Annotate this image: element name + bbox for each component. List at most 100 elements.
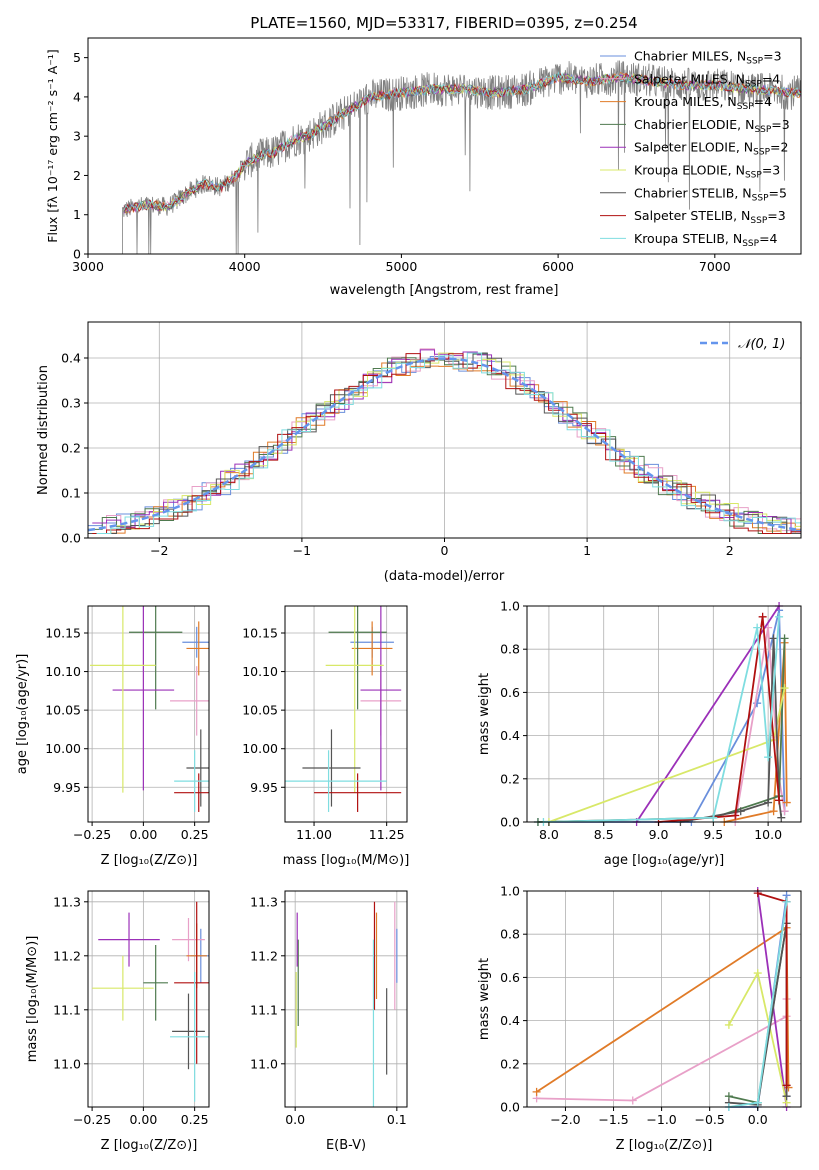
mass-weight-line-2: [724, 642, 788, 823]
y-tick-label: 0.4: [500, 728, 520, 743]
spectrum-axes-frame: [87, 37, 802, 255]
x-tick-label: 4000: [229, 259, 261, 274]
mass-weight-line-1: [734, 627, 786, 823]
mass-weight-marker-2: [769, 807, 778, 816]
x-tick-label: 10.0: [754, 827, 782, 842]
mass-weight-marker-7: [782, 1081, 791, 1090]
y-tick-label: 0.3: [61, 396, 81, 411]
x-tick-label: 5000: [386, 259, 418, 274]
mass-vs-z-axes-frame: [87, 890, 210, 1108]
age-vs-z-xlabel: Z [log₁₀(Z/Z⊙)]: [101, 853, 198, 868]
mass-vs-ebv-axes-frame: [284, 890, 408, 1108]
x-tick-label: 0.25: [181, 827, 209, 842]
mass-weight-line-4: [635, 605, 780, 823]
x-tick-label: 9.0: [649, 827, 669, 842]
y-tick-label: 10.10: [45, 664, 81, 679]
x-tick-label: 7000: [699, 259, 731, 274]
legend-label-3: Chabrier ELODIE, NSSP=3: [634, 117, 790, 135]
mass-weight-marker-6: [764, 798, 773, 807]
y-tick-label: 0.1: [61, 486, 81, 501]
mass-weight-marker-7: [753, 889, 762, 898]
y-tick-label: 10.15: [45, 626, 81, 641]
mass-weight-marker-5: [753, 969, 762, 978]
weight-vs-age-ylabel: mass weight: [477, 673, 492, 755]
residuals-xlabel: (data-model)/error: [384, 569, 505, 584]
y-tick-label: 11.3: [53, 894, 81, 909]
y-tick-label: 0.4: [500, 1013, 520, 1028]
weight-vs-z-axes-frame: [526, 890, 802, 1108]
y-tick-label: 10.10: [242, 664, 278, 679]
y-tick-label: 0.2: [61, 441, 81, 456]
y-tick-label: 1: [73, 207, 81, 222]
age-vs-mass-xlabel: mass [log₁₀(M/M⊙)]: [283, 853, 410, 868]
weight-vs-z-panel: −2.0 −1.5 −1.0 −0.5 0.0 0.0 0.2 0.4 0.6 0.8 1.0 Z …: [477, 884, 802, 1153]
y-tick-label: 0.2: [500, 771, 520, 786]
x-tick-label: 11.00: [296, 827, 332, 842]
weight-vs-z-xlabel: Z [log₁₀(Z/Z⊙)]: [616, 1138, 713, 1153]
x-tick-label: 6000: [542, 259, 574, 274]
y-tick-label: 9.95: [53, 780, 81, 795]
x-tick-label: −0.5: [694, 1112, 724, 1127]
x-tick-label: 0.1: [387, 1112, 407, 1127]
mass-weight-marker-7: [758, 612, 767, 621]
age-vs-z-panel: −0.25 0.00 0.25 9.95 10.00 10.05 10.10 10.15 Z …: [15, 605, 210, 868]
legend-label-0: Chabrier MILES, NSSP=3: [634, 49, 782, 67]
y-tick-label: 0.0: [500, 815, 520, 830]
y-tick-label: 11.2: [53, 948, 81, 963]
y-tick-label: 9.95: [250, 780, 278, 795]
mass-weight-marker-1: [628, 1096, 637, 1105]
mass-vs-ebv-xlabel: E(B-V): [326, 1138, 366, 1153]
y-tick-label: 11.1: [53, 1002, 81, 1017]
weight-vs-z-ylabel: mass weight: [477, 958, 492, 1040]
y-tick-label: 2: [73, 168, 81, 183]
y-tick-label: 0.0: [500, 1100, 520, 1115]
y-tick-label: 1.0: [500, 599, 520, 614]
x-tick-label: 0.25: [181, 1112, 209, 1127]
y-tick-label: 0.6: [500, 970, 520, 985]
legend-label-1: Salpeter MILES, NSSP=4: [634, 71, 780, 89]
x-tick-label: 3000: [72, 259, 104, 274]
mass-weight-marker-6: [777, 813, 786, 822]
normal-curve: [87, 357, 802, 532]
y-tick-label: 11.1: [250, 1002, 278, 1017]
residuals-legend: 𝒩(0, 1): [700, 337, 785, 352]
mass-weight-marker-5: [780, 684, 789, 693]
x-tick-label: 2: [726, 543, 734, 558]
age-vs-mass-axes-frame: [284, 605, 408, 823]
x-tick-label: −2.0: [550, 1112, 580, 1127]
x-tick-label: −1.5: [598, 1112, 628, 1127]
x-tick-label: 9.5: [703, 827, 723, 842]
y-tick-label: 0.2: [500, 1056, 520, 1071]
mass-weight-marker-6: [782, 1092, 791, 1101]
x-tick-label: −0.25: [73, 827, 111, 842]
y-tick-label: 0.6: [500, 685, 520, 700]
normal-legend-label: 𝒩(0, 1): [738, 337, 785, 352]
mass-weight-marker-6: [769, 634, 778, 643]
x-tick-label: 0.0: [748, 1112, 768, 1127]
x-tick-label: 0.00: [129, 1112, 157, 1127]
mass-weight-marker-2: [532, 1087, 541, 1096]
mass-weight-marker-5: [724, 1020, 733, 1029]
mass-weight-marker-1: [780, 807, 789, 816]
residual-histogram-8: [96, 352, 801, 534]
mass-vs-z-panel: −0.25 0.00 0.25 11.0 11.1 11.2 11.3 Z [log₁₀(Z…: [25, 890, 210, 1153]
legend-label-7: Salpeter STELIB, NSSP=3: [634, 208, 786, 226]
y-tick-label: 3: [73, 129, 81, 144]
y-tick-label: 11.0: [250, 1056, 278, 1071]
y-tick-label: 11.3: [250, 894, 278, 909]
x-tick-label: 1: [583, 543, 591, 558]
legend-label-5: Kroupa ELODIE, NSSP=3: [634, 163, 780, 181]
age-vs-mass-panel: 11.00 11.25 9.95 10.00 10.05 10.10 10.15 mass …: [242, 605, 410, 868]
legend-label-8: Kroupa STELIB, NSSP=4: [634, 231, 778, 249]
mass-weight-marker-8: [709, 813, 718, 822]
mass-weight-marker-8: [753, 1098, 762, 1107]
x-tick-label: −1.0: [646, 1112, 676, 1127]
mass-weight-marker-2: [782, 798, 791, 807]
mass-weight-marker-6: [736, 807, 745, 816]
y-tick-label: 0.8: [500, 927, 520, 942]
residuals-panel: −2 −1 0 1 2 0.0 0.1 0.2 0.3 0.4 (data-model)/erro…: [36, 321, 802, 584]
mass-weight-marker-8: [753, 623, 762, 632]
spectrum-xlabel: wavelength [Angstrom, rest frame]: [330, 283, 559, 298]
model-spectrum-8: [123, 71, 801, 213]
